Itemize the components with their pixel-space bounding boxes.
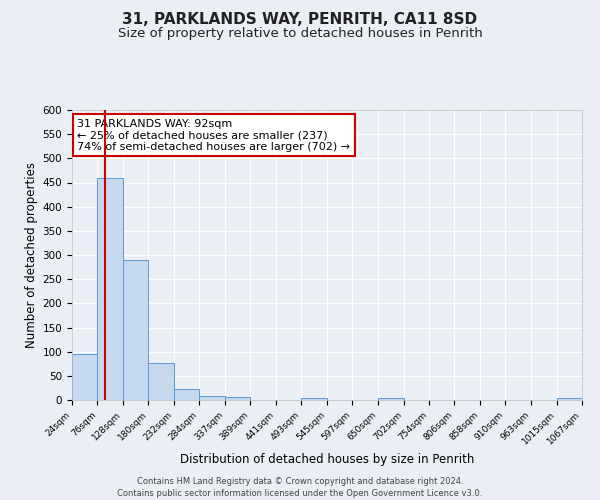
- Bar: [72, 354, 97, 400]
- Bar: [148, 363, 174, 400]
- Text: Size of property relative to detached houses in Penrith: Size of property relative to detached ho…: [118, 28, 482, 40]
- Text: 31 PARKLANDS WAY: 92sqm
← 25% of detached houses are smaller (237)
74% of semi-d: 31 PARKLANDS WAY: 92sqm ← 25% of detache…: [77, 118, 350, 152]
- Y-axis label: Number of detached properties: Number of detached properties: [25, 162, 38, 348]
- Text: 31, PARKLANDS WAY, PENRITH, CA11 8SD: 31, PARKLANDS WAY, PENRITH, CA11 8SD: [122, 12, 478, 28]
- X-axis label: Distribution of detached houses by size in Penrith: Distribution of detached houses by size …: [180, 453, 474, 466]
- Bar: [199, 396, 225, 400]
- Bar: [301, 398, 327, 400]
- Bar: [97, 178, 123, 400]
- Bar: [557, 398, 582, 400]
- Text: Contains HM Land Registry data © Crown copyright and database right 2024.
Contai: Contains HM Land Registry data © Crown c…: [118, 476, 482, 498]
- Bar: [174, 390, 199, 400]
- Bar: [378, 398, 404, 400]
- Bar: [225, 397, 250, 400]
- Bar: [123, 260, 148, 400]
